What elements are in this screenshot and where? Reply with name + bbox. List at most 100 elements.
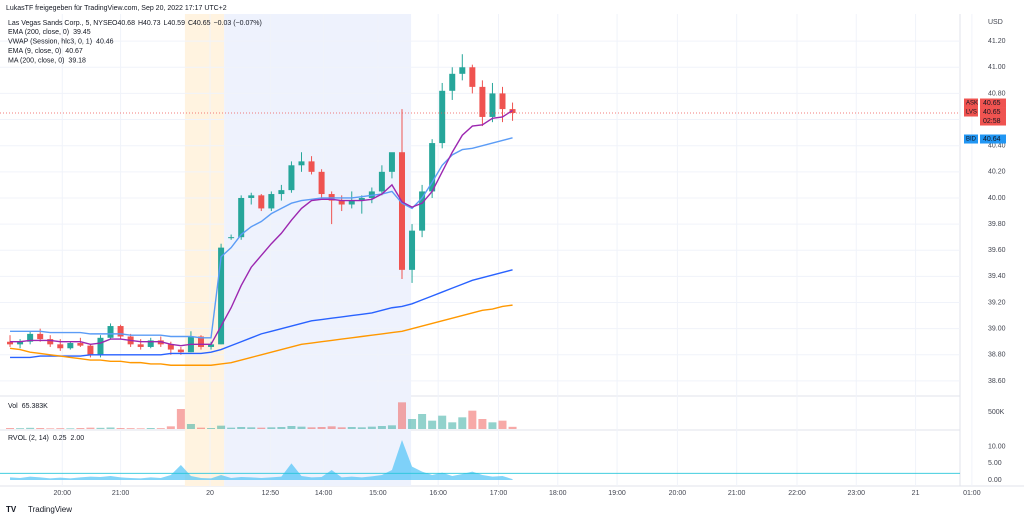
candle-body bbox=[147, 340, 154, 347]
y-tick-label: 39.80 bbox=[988, 221, 1006, 228]
y-tick-label: 41.00 bbox=[988, 64, 1006, 71]
candle-body bbox=[489, 93, 496, 117]
volume-bar bbox=[156, 428, 165, 429]
candle-body bbox=[358, 197, 365, 201]
candle-body bbox=[238, 197, 245, 238]
volume-bar bbox=[377, 426, 386, 429]
candle-body bbox=[228, 237, 235, 239]
candle-body bbox=[87, 345, 94, 355]
candle-body bbox=[479, 86, 486, 117]
volume-bar bbox=[96, 427, 105, 429]
volume-bar bbox=[327, 426, 336, 429]
x-tick-label: 21:00 bbox=[728, 490, 746, 497]
volume-bar bbox=[227, 427, 236, 429]
candle-body bbox=[419, 191, 426, 231]
volume-bar bbox=[207, 428, 216, 429]
ohlc-legend: L40.59 bbox=[164, 20, 186, 27]
x-tick-label: 21:00 bbox=[112, 490, 130, 497]
candle-body bbox=[27, 333, 34, 342]
candle-body bbox=[37, 333, 44, 340]
candle-body bbox=[499, 93, 506, 110]
volume-bar bbox=[397, 402, 406, 429]
volume-bar bbox=[307, 427, 316, 429]
rvol-legend-value: 0.25 bbox=[53, 435, 67, 442]
volume-bar bbox=[146, 428, 155, 429]
y-tick-label: 40.20 bbox=[988, 169, 1006, 176]
candle-body bbox=[398, 152, 405, 270]
rvol-area bbox=[10, 440, 513, 480]
volume-bar bbox=[468, 410, 477, 429]
y-tick-label: 10.00 bbox=[988, 444, 1006, 451]
legend-label: EMA (9, close, 0) bbox=[8, 48, 61, 55]
volume-bar bbox=[458, 417, 467, 429]
volume-bar bbox=[126, 428, 135, 429]
volume-bar bbox=[357, 427, 366, 429]
price-tag-label: BID bbox=[966, 137, 977, 143]
y-tick-label: 39.40 bbox=[988, 273, 1006, 280]
candle-body bbox=[47, 339, 54, 345]
legend-label: VWAP (Session, hlc3, 0, 1) bbox=[8, 38, 92, 45]
candle-body bbox=[278, 190, 285, 195]
price-box bbox=[980, 107, 1006, 117]
candle-body bbox=[67, 343, 74, 349]
volume-bar bbox=[448, 422, 457, 429]
x-tick-label: 01:00 bbox=[963, 490, 981, 497]
volume-bar bbox=[317, 427, 326, 429]
y-tick-label: 40.80 bbox=[988, 90, 1006, 97]
legend-label: EMA (200, close, 0) bbox=[8, 29, 69, 36]
candle-body bbox=[167, 344, 174, 350]
volume-bar bbox=[176, 409, 185, 429]
x-tick-label: 20 bbox=[206, 490, 214, 497]
volume-bar bbox=[408, 419, 417, 429]
footer: TradingView bbox=[28, 505, 72, 514]
background bbox=[0, 14, 973, 486]
price-tag-label: LVS bbox=[966, 110, 977, 116]
legend-value: 39.18 bbox=[68, 57, 86, 64]
volume-bar bbox=[26, 427, 35, 429]
candle-body bbox=[268, 194, 275, 209]
price-tag bbox=[964, 107, 978, 117]
volume-bar bbox=[337, 427, 346, 429]
candle-body bbox=[137, 344, 144, 347]
x-tick-label: 20:00 bbox=[669, 490, 687, 497]
candle-body bbox=[378, 171, 385, 192]
volume-bar bbox=[166, 426, 175, 429]
candle-body bbox=[117, 326, 124, 337]
price-box-value: 40.65 bbox=[983, 100, 1001, 107]
volume-bar bbox=[136, 428, 145, 429]
y-tick-label: 39.60 bbox=[988, 247, 1006, 254]
volume-bar bbox=[287, 426, 296, 429]
volume-bar bbox=[217, 425, 226, 429]
volume-bar bbox=[267, 427, 276, 429]
volume-bar bbox=[76, 428, 85, 429]
indicator-line bbox=[10, 109, 513, 347]
chart-title: Las Vegas Sands Corp., 5, NYSE bbox=[8, 20, 113, 27]
candle-body bbox=[338, 200, 345, 205]
indicator-line bbox=[10, 269, 513, 359]
candle-body bbox=[107, 326, 114, 338]
price-box-value: 02:58 bbox=[983, 118, 1001, 125]
ohlc-legend: −0.03 (−0.07%) bbox=[214, 20, 262, 27]
candle-body bbox=[469, 67, 476, 87]
legend-label: MA (200, close, 0) bbox=[8, 57, 64, 64]
candle-body bbox=[288, 165, 295, 191]
candle-body bbox=[298, 161, 305, 166]
ohlc-legend: H40.73 bbox=[138, 20, 161, 27]
x-tick-label: 17:00 bbox=[490, 490, 508, 497]
candle-body bbox=[208, 344, 215, 347]
volume-bar bbox=[277, 427, 286, 429]
price-box-value: 40.65 bbox=[983, 109, 1001, 116]
x-tick-label: 19:00 bbox=[608, 490, 626, 497]
candle-body bbox=[348, 200, 355, 205]
legend-value: 39.45 bbox=[73, 29, 91, 36]
ohlc-legend: C40.65 bbox=[188, 20, 211, 27]
legend-value: 40.67 bbox=[65, 48, 83, 55]
candle-body bbox=[57, 344, 64, 349]
candle-body bbox=[258, 195, 265, 209]
candle-body bbox=[248, 195, 255, 198]
volume-legend: Vol bbox=[8, 403, 18, 410]
candle-body bbox=[177, 349, 184, 353]
volume-bar bbox=[297, 426, 306, 429]
volume-bar bbox=[16, 428, 25, 429]
indicator-line bbox=[10, 137, 513, 339]
